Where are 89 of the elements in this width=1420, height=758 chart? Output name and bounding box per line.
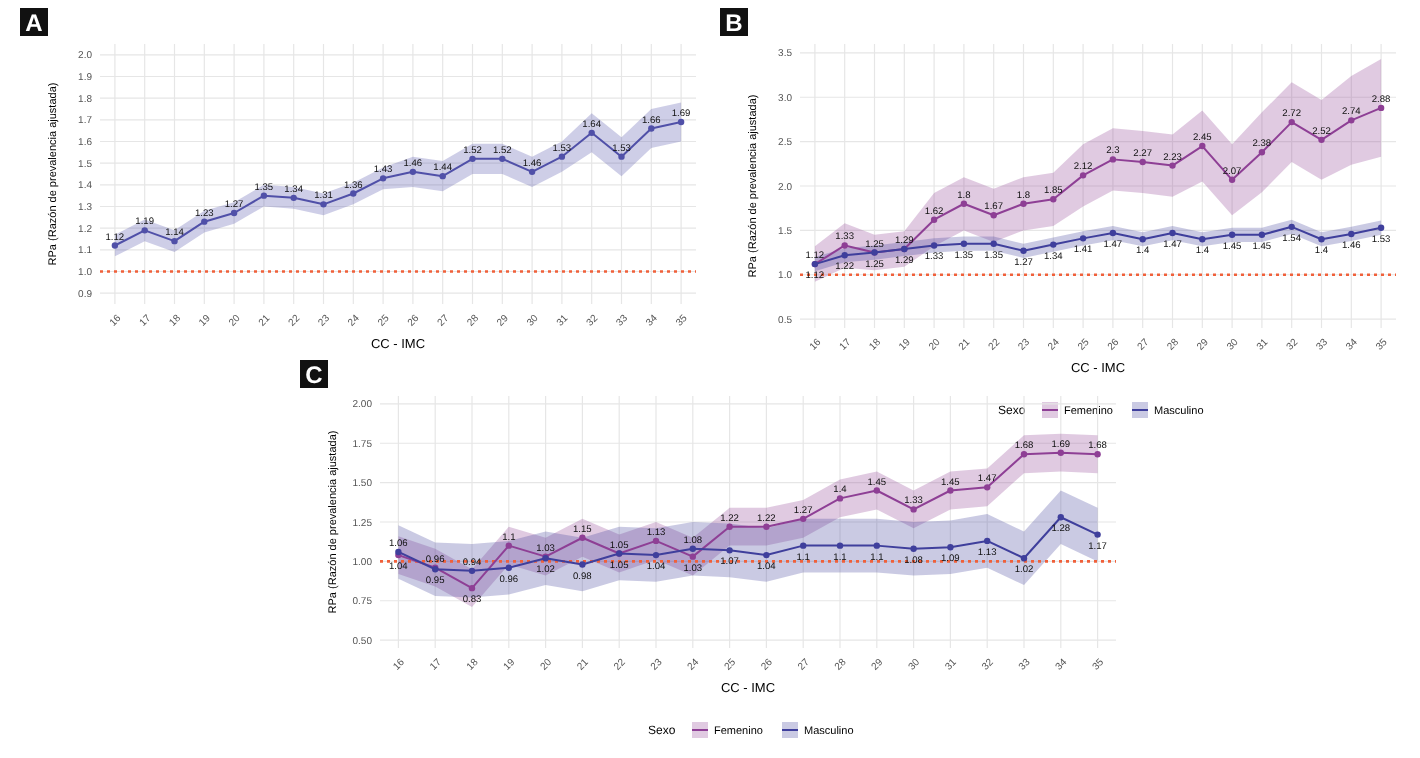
point: [1079, 235, 1087, 242]
point: [1288, 223, 1295, 231]
point: [141, 227, 148, 234]
point: [677, 118, 685, 126]
point: [800, 542, 807, 549]
point: [1199, 142, 1206, 150]
point: [763, 523, 770, 530]
point: [689, 545, 696, 552]
point: [841, 252, 848, 259]
point: [1094, 531, 1101, 538]
point: [499, 155, 506, 163]
point: [1020, 555, 1028, 562]
point: [1139, 236, 1146, 243]
point: [439, 172, 446, 180]
point: [763, 551, 770, 559]
point: [469, 155, 476, 163]
point: [1318, 236, 1325, 243]
point: [111, 242, 119, 249]
point: [990, 212, 997, 219]
point: [960, 200, 968, 207]
point: [1109, 156, 1117, 163]
point: [1139, 158, 1146, 166]
point: [960, 240, 968, 247]
point: [930, 216, 938, 223]
point: [1348, 230, 1355, 238]
point: [984, 537, 991, 545]
point: [1228, 231, 1236, 239]
point: [990, 240, 997, 247]
point: [1057, 449, 1064, 456]
point: [1020, 247, 1027, 254]
point: [910, 545, 917, 552]
point: [468, 567, 476, 575]
point: [618, 153, 625, 160]
point: [505, 542, 512, 549]
point: [579, 561, 586, 568]
point: [1020, 451, 1028, 458]
point: [320, 201, 327, 208]
point: [1318, 136, 1325, 144]
point: [726, 547, 733, 554]
point: [1050, 196, 1057, 203]
point: [350, 190, 357, 197]
point: [1228, 176, 1236, 183]
point: [1258, 231, 1266, 239]
chart-title: C: [305, 361, 324, 389]
point: [1169, 162, 1176, 169]
point: [1199, 236, 1206, 243]
point: [379, 175, 387, 182]
point: [1020, 200, 1027, 207]
point: [1288, 118, 1295, 126]
point: [873, 487, 880, 494]
point: [841, 242, 848, 249]
point: [984, 484, 991, 491]
point: [930, 242, 938, 249]
point: [689, 553, 696, 560]
point: [652, 537, 660, 545]
chart-title: A: [25, 9, 44, 37]
point: [1377, 104, 1385, 112]
point: [588, 129, 595, 137]
point: [1258, 149, 1266, 156]
point: [873, 542, 880, 549]
point: [468, 584, 476, 592]
point: [409, 168, 417, 176]
point: [1377, 224, 1385, 231]
point: [1057, 514, 1064, 521]
point: [1169, 229, 1176, 237]
point: [505, 564, 512, 571]
chart-title: B: [725, 9, 744, 37]
point: [1079, 172, 1087, 179]
point: [1109, 229, 1117, 237]
point: [836, 495, 844, 502]
point: [528, 168, 536, 176]
point: [947, 487, 954, 494]
point: [1348, 117, 1355, 124]
point: [910, 506, 917, 513]
point: [800, 515, 807, 523]
point: [836, 542, 844, 549]
point: [558, 153, 566, 160]
point: [1050, 241, 1057, 248]
point: [201, 218, 208, 225]
point: [726, 523, 733, 530]
point: [260, 192, 268, 199]
point: [1094, 451, 1101, 458]
point: [579, 534, 586, 541]
point: [230, 209, 238, 217]
point: [648, 125, 655, 132]
point: [652, 551, 660, 559]
point: [171, 237, 178, 245]
point: [947, 544, 954, 551]
point: [290, 194, 297, 202]
